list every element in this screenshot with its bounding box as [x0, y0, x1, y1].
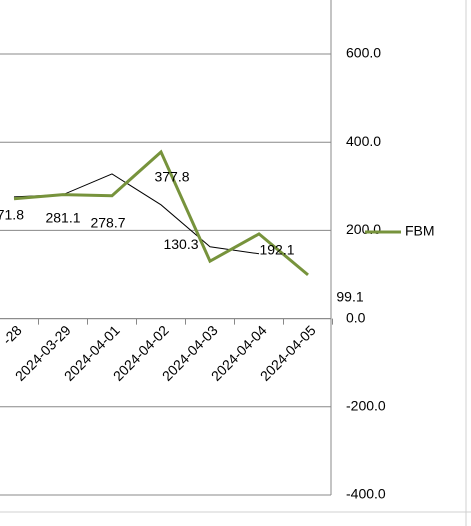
y-tick-label: 600.0: [346, 45, 381, 61]
data-label: 278.7: [90, 214, 125, 230]
data-label: 281.1: [45, 209, 80, 225]
series-line: [13, 149, 309, 277]
data-label: 130.3: [163, 236, 198, 252]
y-tick-label: -400.0: [346, 486, 386, 502]
y-tick-label: -200.0: [346, 398, 386, 414]
y-tick-label: 200.0: [346, 221, 381, 237]
data-label: 99.1: [336, 289, 363, 305]
y-tick-label: 400.0: [346, 133, 381, 149]
data-label: 192.1: [259, 242, 294, 258]
data-label: 377.8: [154, 169, 189, 185]
data-label: 271.8: [0, 206, 24, 222]
legend-label: FBM: [405, 223, 435, 239]
y-tick-label: 0.0: [346, 309, 366, 325]
